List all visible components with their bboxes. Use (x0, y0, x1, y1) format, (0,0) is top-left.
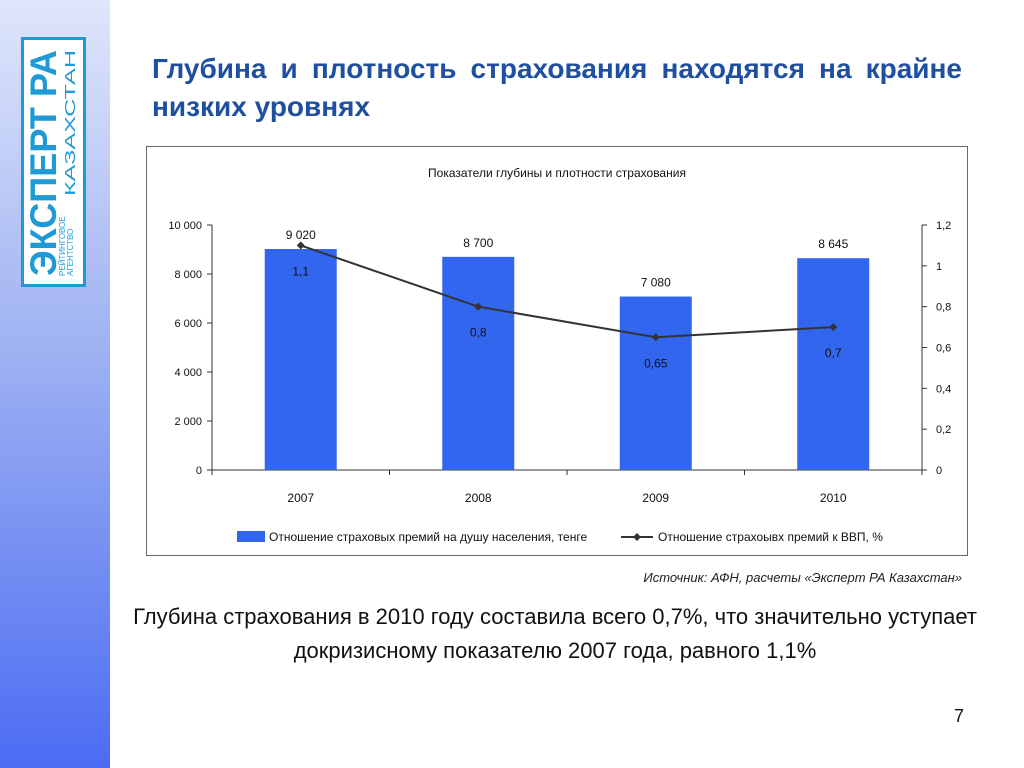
bar-value-label: 9 020 (286, 228, 316, 242)
slide-title: Глубина и плотность страхования находятс… (152, 53, 962, 122)
logo-main-text: ЭКСПЕРТ РА (24, 50, 64, 276)
line-value-label: 0,8 (470, 326, 487, 340)
line-point (829, 323, 838, 332)
line-point (474, 302, 483, 311)
legend-bar-swatch (237, 531, 265, 542)
chart-title: Показатели глубины и плотности страхован… (428, 166, 686, 180)
x-tick-label: 2008 (465, 491, 492, 505)
right-tick-label: 0,6 (936, 343, 951, 355)
left-tick-label: 8 000 (174, 269, 202, 281)
bar-value-label: 8 645 (818, 237, 848, 251)
left-tick-label: 10 000 (168, 220, 202, 232)
x-tick-label: 2009 (642, 491, 669, 505)
x-tick-label: 2010 (820, 491, 847, 505)
bar-value-label: 7 080 (641, 276, 671, 290)
left-tick-label: 4 000 (174, 367, 202, 379)
right-tick-label: 0,4 (936, 383, 951, 395)
right-tick-label: 0,2 (936, 424, 951, 436)
line-value-label: 0,7 (825, 346, 842, 360)
line-point (651, 333, 660, 342)
logo-country-text: КАЗАХСТАН (62, 50, 79, 196)
page-number: 7 (953, 706, 964, 726)
line-point (296, 241, 305, 250)
right-tick-label: 1 (936, 261, 942, 273)
right-tick-label: 0,8 (936, 302, 951, 314)
chart-frame: Показатели глубины и плотности страхован… (146, 146, 968, 556)
line-value-label: 0,65 (644, 356, 668, 370)
right-tick-label: 0 (936, 465, 942, 477)
summary-text: Глубина страхования в 2010 году составил… (133, 604, 977, 663)
bar (442, 256, 515, 470)
right-tick-label: 1,2 (936, 220, 951, 232)
bar-value-label: 8 700 (463, 236, 493, 250)
left-tick-label: 6 000 (174, 318, 202, 330)
legend-bar-label: Отношение страховых премий на душу насел… (269, 530, 587, 544)
bar (264, 249, 337, 470)
logo-sub1-text: РЕЙТИНГОВОЕ (58, 216, 67, 276)
line-series (300, 244, 834, 339)
combo-chart: Показатели глубины и плотности страхован… (168, 166, 951, 544)
left-tick-label: 2 000 (174, 416, 202, 428)
company-logo: ЭКСПЕРТ РА РЕЙТИНГОВОЕ АГЕНТСТВО КАЗАХСТ… (21, 37, 86, 287)
logo-sub2-text: АГЕНТСТВО (66, 229, 75, 276)
left-tick-label: 0 (196, 465, 202, 477)
line-value-label: 1,1 (292, 264, 309, 278)
logo-svg: ЭКСПЕРТ РА РЕЙТИНГОВОЕ АГЕНТСТВО КАЗАХСТ… (24, 50, 79, 276)
bar (619, 296, 692, 470)
bar (797, 258, 870, 470)
legend-line-label: Отношение страхоывх премий к ВВП, % (658, 530, 883, 544)
legend-line-marker (633, 533, 641, 541)
source-note: Источник: АФН, расчеты «Эксперт РА Казах… (643, 570, 962, 585)
x-tick-label: 2007 (287, 491, 314, 505)
